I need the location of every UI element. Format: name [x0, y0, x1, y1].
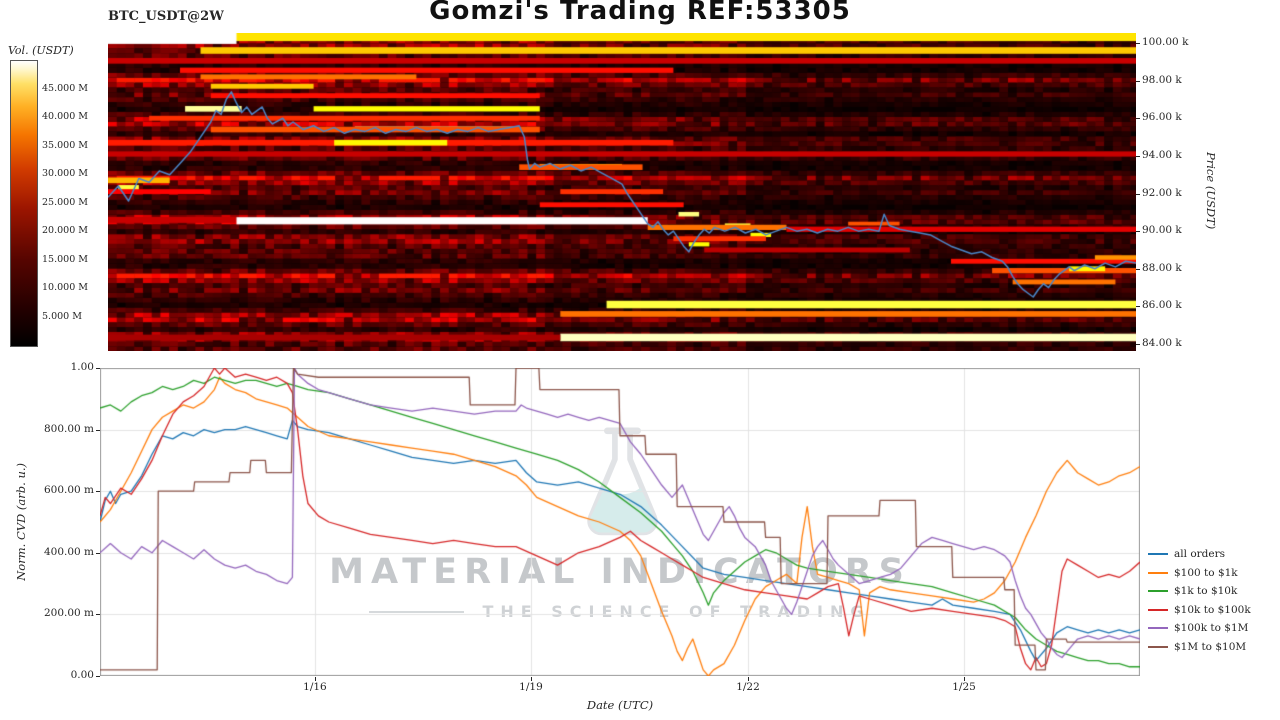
cvd-x-axis-title: Date (UTC)	[586, 698, 654, 712]
cvd-y-tick-label: 1.00	[70, 361, 94, 373]
cvd-y-tick-mark	[96, 491, 100, 493]
legend-swatch	[1148, 608, 1168, 611]
price-tick-mark	[1136, 306, 1140, 308]
page-title: Gomzi's Trading REF:53305	[429, 0, 851, 26]
price-tick-mark	[1136, 231, 1140, 233]
colorbar-tick-label: 5.000 M	[42, 310, 82, 322]
cvd-y-tick-mark	[96, 676, 100, 677]
colorbar-tick-label: 40.000 M	[42, 111, 88, 122]
legend-item: $1k to $10k	[1148, 582, 1251, 601]
price-tick-mark	[1136, 268, 1140, 270]
colorbar-tick-label: 20.000 M	[42, 225, 88, 236]
price-tick-label: 94.00 k	[1142, 148, 1182, 161]
legend-label: $100 to $1k	[1174, 566, 1238, 579]
volume-colorbar	[10, 60, 38, 347]
cvd-x-tick-mark	[530, 677, 532, 681]
legend-swatch	[1148, 571, 1168, 574]
legend-label: $1M to $10M	[1174, 640, 1247, 653]
cvd-x-tick-label: 1/22	[736, 681, 760, 693]
price-tick-mark	[1136, 80, 1140, 82]
colorbar-tick-label: 45.000 M	[42, 82, 88, 94]
legend-swatch	[1148, 645, 1168, 648]
price-tick-label: 84.00 k	[1142, 337, 1182, 350]
price-tick-mark	[1136, 42, 1140, 44]
legend-label: all orders	[1174, 548, 1225, 561]
cvd-y-tick-label: 400.00 m	[43, 545, 94, 558]
liquidity-heatmap	[108, 33, 1136, 351]
price-axis-title: Price (USDT)	[1204, 152, 1218, 230]
cvd-y-tick-mark	[96, 368, 100, 369]
legend-label: $10k to $100k	[1174, 603, 1251, 616]
legend-swatch	[1148, 553, 1168, 556]
cvd-y-tick-mark	[96, 429, 100, 431]
legend: all orders $100 to $1k $1k to $10k $10k to …	[1148, 545, 1251, 656]
cvd-y-tick-label: 600.00 m	[43, 484, 94, 497]
colorbar-tick-label: 25.000 M	[42, 196, 88, 208]
price-tick-mark	[1136, 344, 1140, 346]
cvd-y-tick-mark	[96, 614, 100, 616]
colorbar-tick-label: 30.000 M	[42, 168, 88, 179]
price-tick-mark	[1136, 193, 1140, 195]
legend-item: $100k to $1M	[1148, 619, 1251, 638]
colorbar-tick-label: 35.000 M	[42, 139, 88, 151]
legend-label: $1k to $10k	[1174, 585, 1238, 598]
price-tick-mark	[1136, 118, 1140, 120]
cvd-x-tick-label: 1/16	[303, 681, 327, 693]
instrument-label: BTC_USDT@2W	[108, 9, 224, 24]
legend-swatch	[1148, 627, 1168, 630]
cvd-y-tick-mark	[96, 552, 100, 554]
price-tick-mark	[1136, 155, 1140, 157]
price-tick-label: 86.00 k	[1142, 299, 1182, 312]
colorbar-tick-label: 15.000 M	[42, 253, 88, 265]
cvd-x-tick-mark	[964, 677, 966, 681]
cvd-x-tick-label: 1/25	[952, 681, 976, 693]
price-tick-label: 100.00 k	[1142, 35, 1189, 48]
cvd-y-axis-title: Norm. CVD (arb. u.)	[14, 463, 28, 581]
price-tick-label: 90.00 k	[1142, 224, 1182, 237]
cvd-x-tick-label: 1/19	[519, 681, 543, 693]
price-tick-label: 98.00 k	[1142, 73, 1182, 86]
cvd-x-tick-mark	[314, 677, 316, 681]
legend-item: $1M to $10M	[1148, 638, 1251, 657]
legend-item: $100 to $1k	[1148, 564, 1251, 583]
cvd-y-tick-label: 0.00	[70, 669, 94, 681]
colorbar-tick-label: 10.000 M	[42, 282, 88, 293]
colorbar-title: Vol. (USDT)	[8, 44, 74, 57]
cvd-x-tick-mark	[748, 677, 750, 681]
price-tick-label: 88.00 k	[1142, 261, 1182, 274]
cvd-y-tick-label: 200.00 m	[43, 607, 94, 620]
legend-label: $100k to $1M	[1174, 622, 1249, 635]
legend-item: $10k to $100k	[1148, 601, 1251, 620]
price-tick-label: 96.00 k	[1142, 111, 1182, 124]
cvd-y-tick-label: 800.00 m	[43, 422, 94, 435]
legend-item: all orders	[1148, 545, 1251, 564]
cvd-chart	[100, 368, 1140, 676]
cvd-y-axis-title-wrap: Norm. CVD (arb. u.)	[14, 368, 28, 676]
legend-swatch	[1148, 590, 1168, 593]
price-tick-label: 92.00 k	[1142, 186, 1182, 199]
